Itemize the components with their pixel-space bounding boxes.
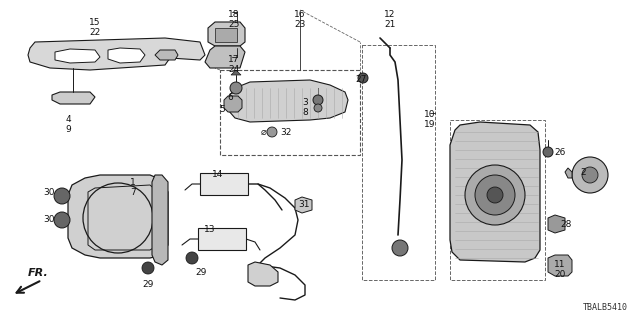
Text: 12
21: 12 21 bbox=[384, 10, 396, 29]
Circle shape bbox=[313, 95, 323, 105]
Circle shape bbox=[230, 82, 242, 94]
Circle shape bbox=[54, 188, 70, 204]
Polygon shape bbox=[295, 197, 312, 213]
Text: 26: 26 bbox=[554, 148, 565, 157]
Polygon shape bbox=[152, 175, 168, 265]
Circle shape bbox=[582, 167, 598, 183]
Polygon shape bbox=[208, 22, 245, 46]
Circle shape bbox=[572, 157, 608, 193]
Text: 27: 27 bbox=[355, 75, 366, 84]
Text: 11
20: 11 20 bbox=[554, 260, 566, 279]
Circle shape bbox=[358, 73, 368, 83]
Bar bbox=[450, 120, 545, 280]
Polygon shape bbox=[155, 50, 178, 60]
Text: 31: 31 bbox=[298, 200, 310, 209]
Text: 29: 29 bbox=[195, 268, 206, 277]
Polygon shape bbox=[548, 215, 565, 233]
Polygon shape bbox=[248, 262, 278, 286]
Circle shape bbox=[314, 104, 322, 112]
Circle shape bbox=[392, 240, 408, 256]
Text: 4
9: 4 9 bbox=[65, 115, 71, 134]
Text: 30: 30 bbox=[44, 215, 55, 224]
Bar bbox=[200, 173, 248, 195]
Polygon shape bbox=[68, 175, 168, 258]
Polygon shape bbox=[450, 122, 540, 262]
Text: 32: 32 bbox=[280, 128, 291, 137]
Text: 30: 30 bbox=[44, 188, 55, 197]
Text: 15
22: 15 22 bbox=[89, 18, 100, 37]
Text: 14: 14 bbox=[212, 170, 224, 179]
Polygon shape bbox=[224, 96, 242, 112]
Circle shape bbox=[267, 127, 277, 137]
Polygon shape bbox=[205, 46, 245, 68]
Text: FR.: FR. bbox=[28, 268, 49, 278]
Text: 29: 29 bbox=[142, 280, 154, 289]
Circle shape bbox=[465, 165, 525, 225]
Text: 2: 2 bbox=[580, 168, 586, 177]
Text: TBALB5410: TBALB5410 bbox=[583, 303, 628, 312]
Circle shape bbox=[543, 147, 553, 157]
Text: 16
23: 16 23 bbox=[294, 10, 306, 29]
Bar bbox=[198, 228, 246, 250]
Polygon shape bbox=[548, 255, 572, 276]
Text: 3
8: 3 8 bbox=[302, 98, 308, 117]
Circle shape bbox=[487, 187, 503, 203]
Polygon shape bbox=[108, 48, 145, 63]
Circle shape bbox=[142, 262, 154, 274]
Polygon shape bbox=[228, 80, 348, 122]
Text: 13: 13 bbox=[204, 225, 216, 234]
Text: 18
25: 18 25 bbox=[228, 10, 239, 29]
Polygon shape bbox=[52, 92, 95, 104]
Circle shape bbox=[186, 252, 198, 264]
Bar bbox=[220, 70, 360, 155]
Bar bbox=[362, 45, 435, 280]
Text: 5: 5 bbox=[219, 105, 225, 114]
Bar bbox=[215, 28, 237, 42]
Text: 10
19: 10 19 bbox=[424, 110, 435, 129]
Text: 1
7: 1 7 bbox=[130, 178, 136, 197]
Circle shape bbox=[54, 212, 70, 228]
Polygon shape bbox=[565, 168, 572, 178]
Polygon shape bbox=[231, 70, 241, 75]
Text: 17
24: 17 24 bbox=[228, 55, 239, 74]
Text: 28: 28 bbox=[560, 220, 572, 229]
Text: ⌀: ⌀ bbox=[261, 127, 267, 137]
Polygon shape bbox=[55, 49, 100, 63]
Text: 6: 6 bbox=[227, 93, 233, 102]
Circle shape bbox=[475, 175, 515, 215]
Polygon shape bbox=[28, 38, 205, 70]
